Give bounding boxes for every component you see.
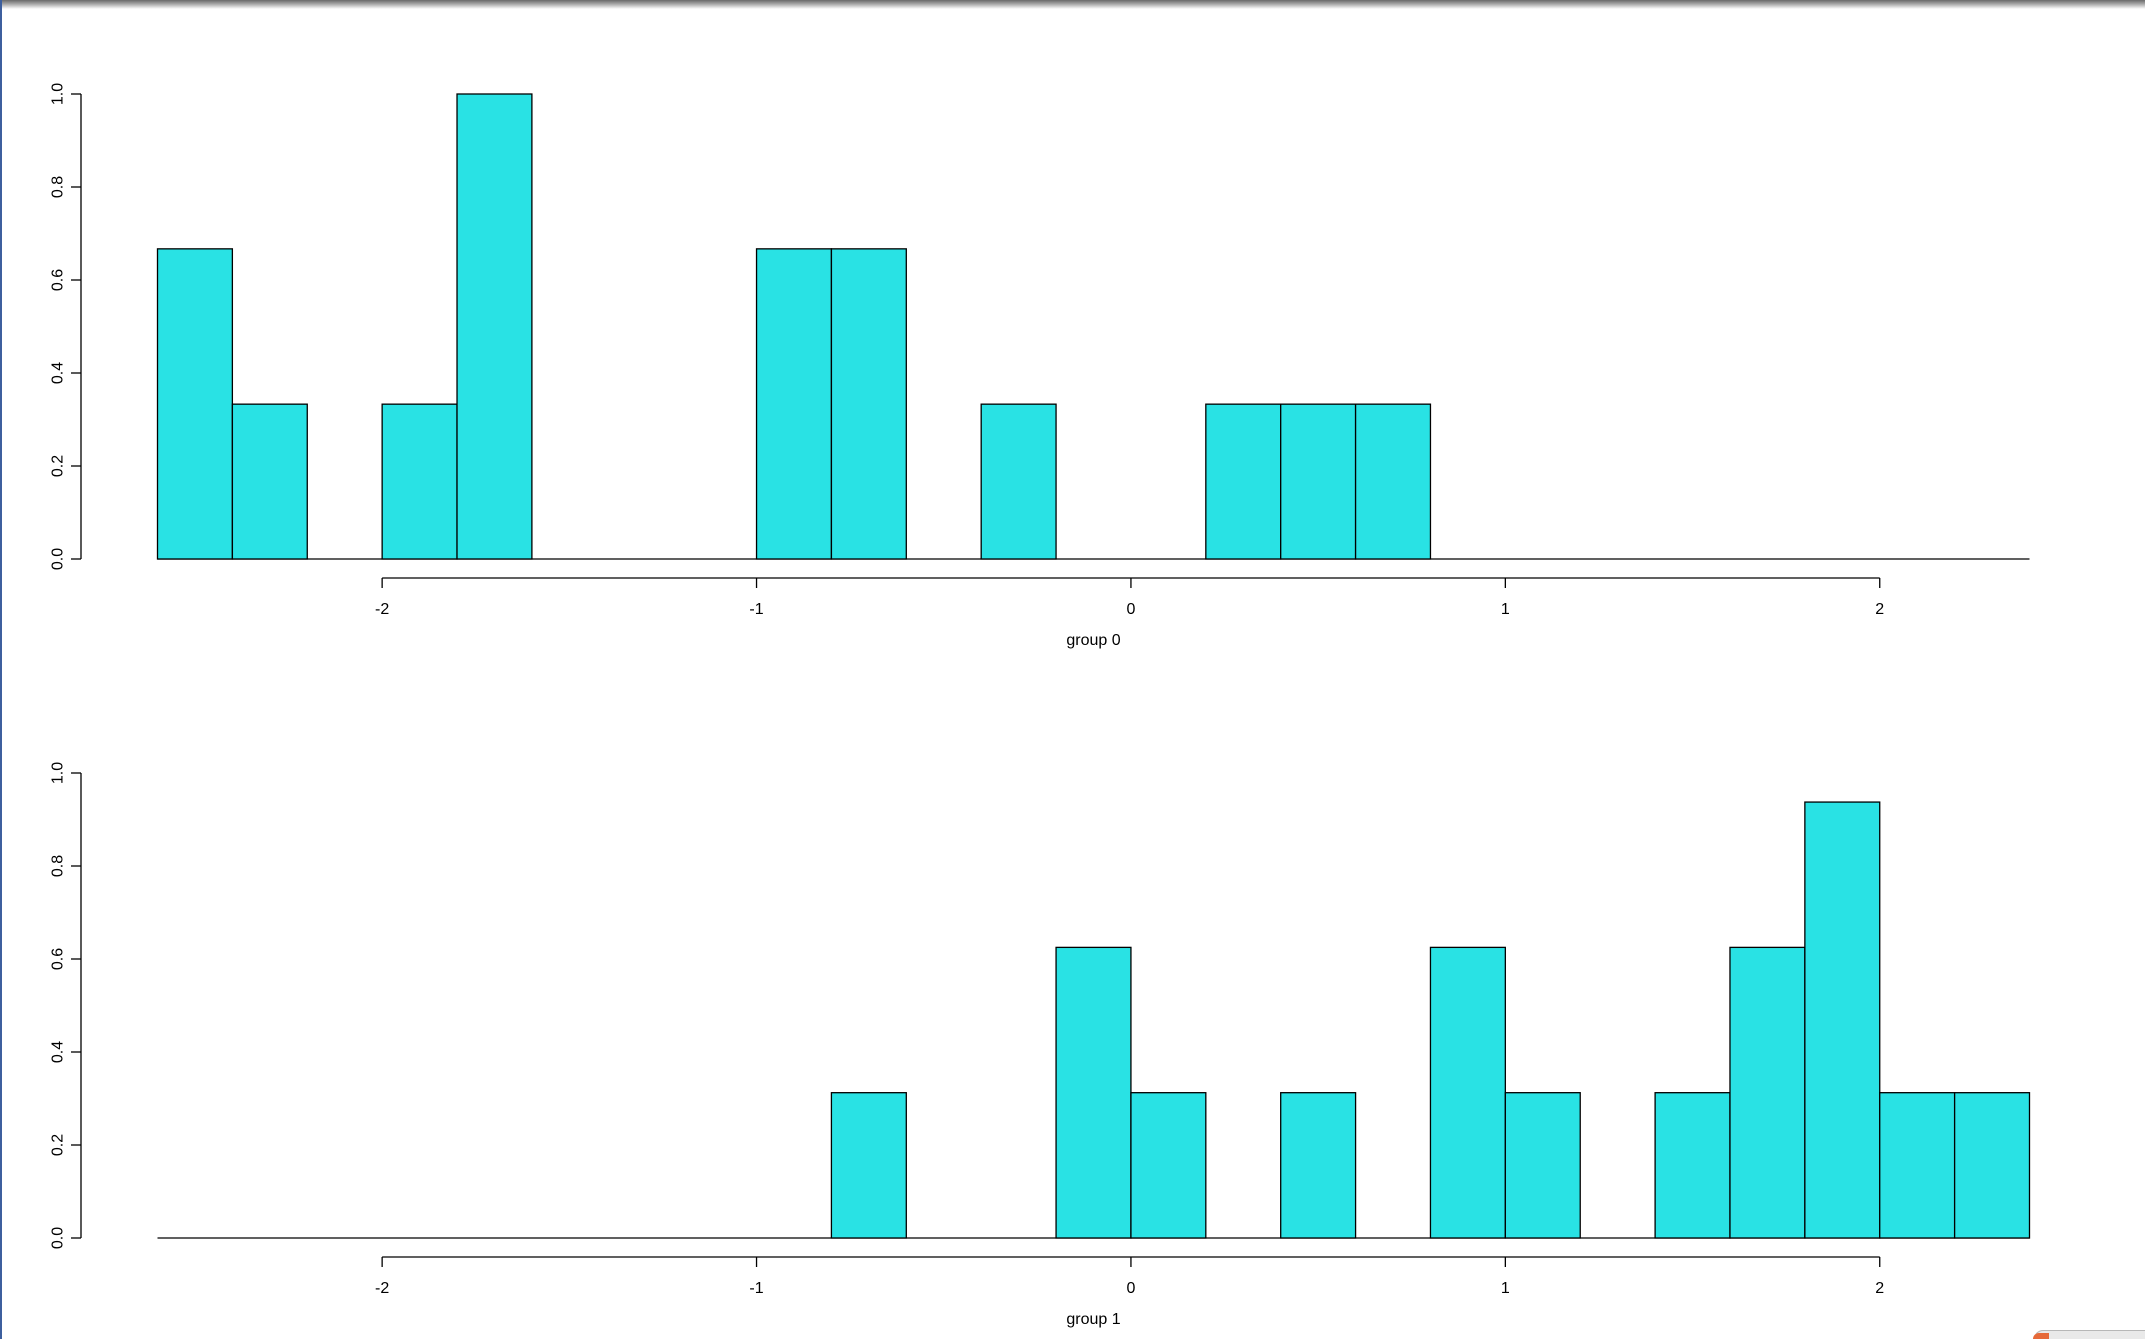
x-tick-label: 0 <box>1126 601 1135 618</box>
y-tick-label: 1.0 <box>50 83 67 105</box>
window-top-shadow <box>0 0 2145 9</box>
histogram-bar-0 <box>156 248 234 560</box>
histogram-bar-4 <box>456 93 533 560</box>
histogram-bar-9 <box>830 248 907 560</box>
histogram-bar-17 <box>1429 946 1506 1239</box>
histogram-bar-8 <box>755 248 833 560</box>
histogram-bar-13 <box>1130 1092 1207 1239</box>
y-tick-label: 0.8 <box>50 176 67 198</box>
y-tick-label: 0.2 <box>50 1134 67 1156</box>
histogram-bar-21 <box>1729 946 1806 1239</box>
x-tick-label: 1 <box>1501 601 1510 618</box>
histogram-panel-0: 0.0 0.2 0.4 0.6 0.8 1.0 -2 -1 0 1 2 group 0 <box>50 83 2030 649</box>
x-tick-label: -1 <box>749 601 763 618</box>
histogram-bar-9 <box>830 1092 907 1239</box>
x-axis: -2 -1 0 1 2 <box>375 577 1884 618</box>
histogram-panel-1: 0.0 0.2 0.4 0.6 0.8 1.0 -2 -1 0 1 2 group 1 <box>50 762 2031 1328</box>
histogram-bar-14 <box>1205 403 1282 560</box>
histogram-bar-15 <box>1280 403 1357 560</box>
histogram-bar-15 <box>1280 1092 1357 1239</box>
y-tick-label: 0.0 <box>50 548 67 570</box>
y-tick-label: 0.0 <box>50 1227 67 1249</box>
x-tick-label: -1 <box>749 1280 763 1297</box>
y-tick-label: 0.2 <box>50 455 67 477</box>
histogram-bar-24 <box>1953 1092 2031 1239</box>
y-axis: 0.0 0.2 0.4 0.6 0.8 1.0 <box>50 83 82 570</box>
y-axis: 0.0 0.2 0.4 0.6 0.8 1.0 <box>50 762 82 1249</box>
histogram-bar-23 <box>1879 1092 1956 1239</box>
x-axis: -2 -1 0 1 2 <box>375 1256 1884 1297</box>
y-tick-label: 0.6 <box>50 948 67 970</box>
histogram-bar-18 <box>1504 1092 1581 1239</box>
y-tick-label: 0.6 <box>50 269 67 291</box>
y-tick-label: 1.0 <box>50 762 67 784</box>
histogram-bar-12 <box>1055 946 1132 1239</box>
histogram-bar-16 <box>1354 403 1432 560</box>
histogram-bar-22 <box>1804 801 1881 1239</box>
x-tick-label: -2 <box>375 601 389 618</box>
corner-resize-handle[interactable] <box>2033 1330 2145 1339</box>
x-tick-label: 1 <box>1501 1280 1510 1297</box>
window-left-border <box>0 0 2 1339</box>
y-tick-label: 0.4 <box>50 1041 67 1063</box>
y-tick-label: 0.4 <box>50 362 67 384</box>
x-tick-label: 2 <box>1875 601 1884 618</box>
histogram-bar-1 <box>231 403 308 560</box>
x-tick-label: -2 <box>375 1280 389 1297</box>
histogram-bar-3 <box>381 403 458 560</box>
histogram-bar-20 <box>1654 1092 1731 1239</box>
x-axis-label: group 1 <box>1066 1311 1120 1328</box>
x-tick-label: 0 <box>1126 1280 1135 1297</box>
x-axis-label: group 0 <box>1066 632 1120 649</box>
histogram-bar-11 <box>980 403 1057 560</box>
y-tick-label: 0.8 <box>50 855 67 877</box>
x-tick-label: 2 <box>1875 1280 1884 1297</box>
